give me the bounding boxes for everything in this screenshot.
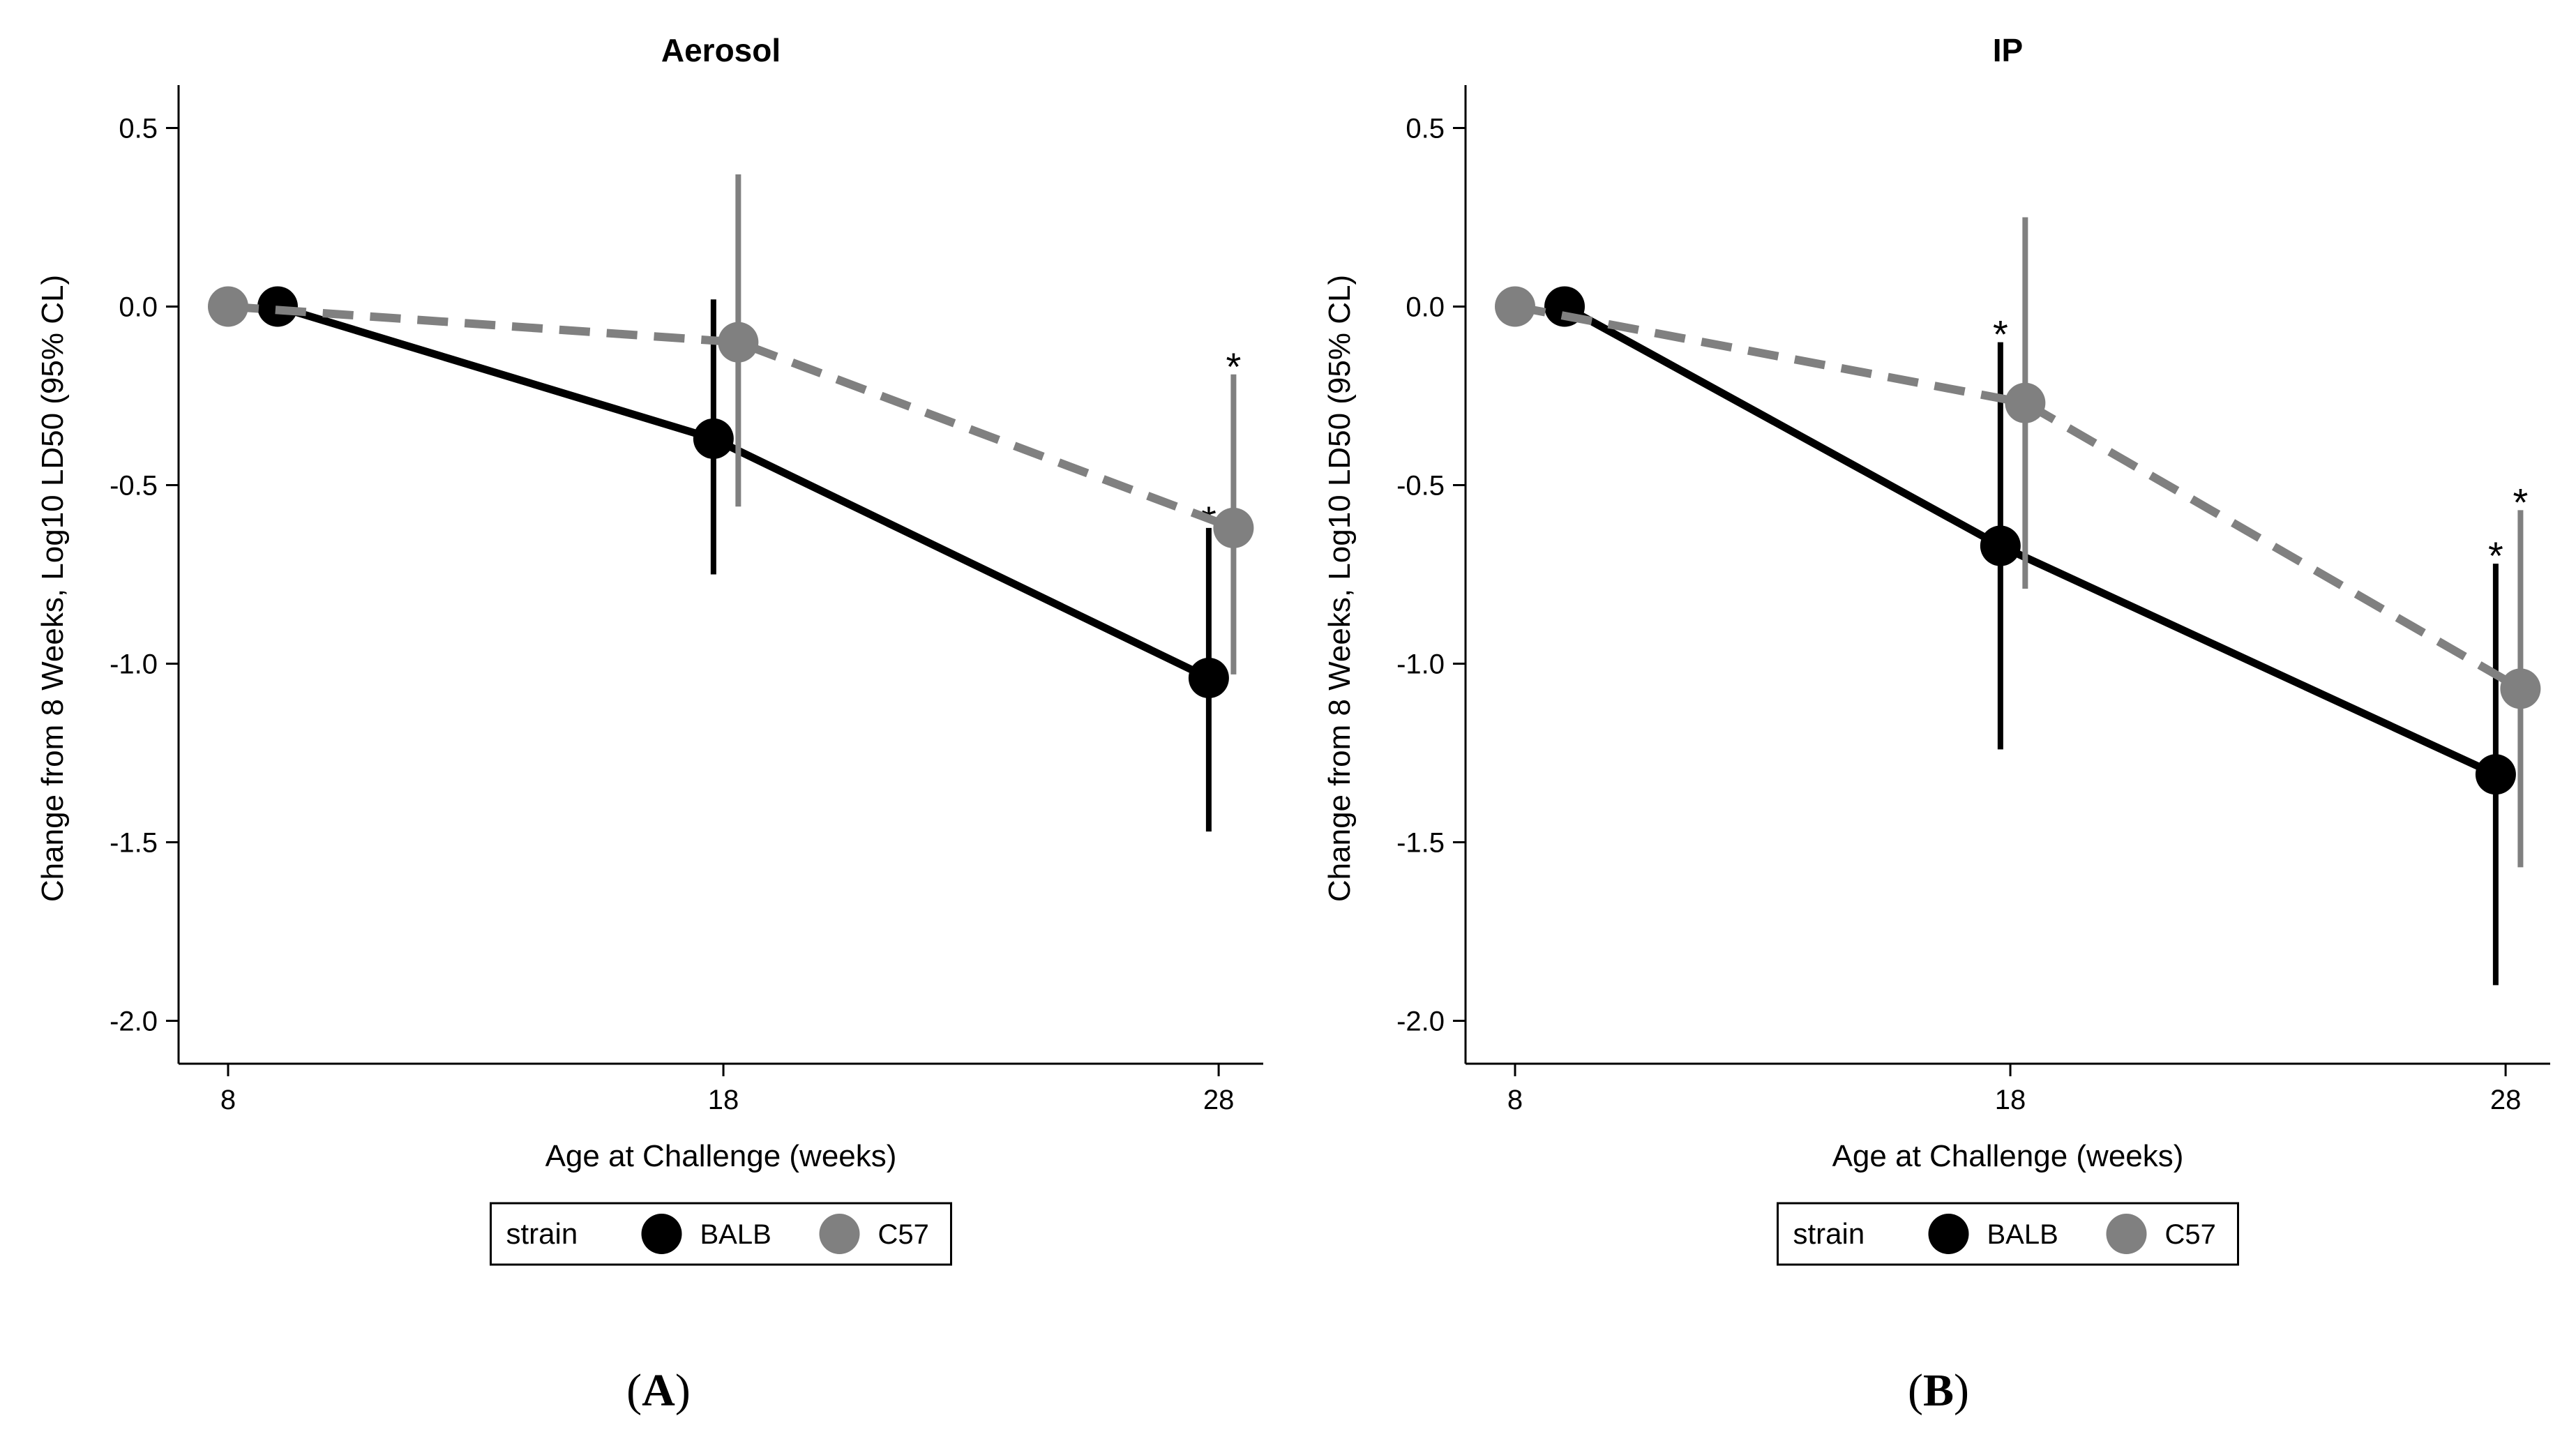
series-c57: * xyxy=(208,174,1254,674)
x-axis-label: Age at Challenge (weeks) xyxy=(1832,1139,2184,1173)
y-tick-label: -2.0 xyxy=(1396,1007,1445,1037)
data-point-balb xyxy=(1188,657,1229,698)
legend-marker-balb xyxy=(641,1214,682,1254)
y-tick-label: -2.0 xyxy=(110,1007,158,1037)
chart-title: Aerosol xyxy=(661,32,781,68)
data-point-c57 xyxy=(1213,507,1254,548)
data-point-c57 xyxy=(718,322,759,363)
legend-title: strain xyxy=(1793,1217,1865,1250)
data-point-c57 xyxy=(208,286,249,327)
legend-marker-c57 xyxy=(2106,1214,2147,1254)
chart-title: IP xyxy=(1993,32,2023,68)
y-tick-label: -1.0 xyxy=(1396,649,1445,680)
y-tick-label: 0.5 xyxy=(119,113,158,144)
legend-label-c57: C57 xyxy=(2165,1219,2216,1250)
y-tick-label: -0.5 xyxy=(1396,470,1445,501)
data-point-balb xyxy=(693,418,734,459)
y-tick-label: -1.5 xyxy=(110,828,158,859)
x-tick-label: 18 xyxy=(708,1085,739,1115)
legend-label-balb: BALB xyxy=(700,1219,771,1250)
y-tick-label: -0.5 xyxy=(110,470,158,501)
series-balb: * xyxy=(257,286,1229,832)
significance-asterisk: * xyxy=(1993,312,2008,356)
series-line-balb xyxy=(276,303,1211,681)
y-tick-label: 0.0 xyxy=(1406,292,1445,322)
x-axis-label: Age at Challenge (weeks) xyxy=(545,1139,897,1173)
y-axis-label: Change from 8 Weeks, Log10 LD50 (95% CL) xyxy=(1323,275,1357,902)
y-tick-label: 0.0 xyxy=(119,292,158,322)
legend-marker-c57 xyxy=(819,1214,860,1254)
data-point-balb xyxy=(1980,525,2021,566)
legend-title: strain xyxy=(506,1217,578,1250)
significance-asterisk: * xyxy=(2513,480,2528,524)
legend-marker-balb xyxy=(1928,1214,1969,1254)
y-tick-label: -1.5 xyxy=(1396,828,1445,859)
significance-asterisk: * xyxy=(2488,534,2503,578)
x-tick-label: 28 xyxy=(2490,1085,2522,1115)
legend-label-c57: C57 xyxy=(878,1219,929,1250)
significance-asterisk: * xyxy=(1226,345,1241,389)
series-c57: * xyxy=(1495,217,2541,868)
x-tick-label: 18 xyxy=(1995,1085,2026,1115)
x-tick-label: 8 xyxy=(220,1085,236,1115)
series-line-c57 xyxy=(227,302,1235,532)
panel-label: (B) xyxy=(1908,1365,1969,1416)
legend: strain BALB C57 xyxy=(490,1202,952,1266)
x-tick-label: 28 xyxy=(1203,1085,1235,1115)
legend: strain BALB C57 xyxy=(1777,1202,2239,1266)
legend-label-balb: BALB xyxy=(1987,1219,2058,1250)
x-tick-label: 8 xyxy=(1507,1085,1523,1115)
y-tick-label: 0.5 xyxy=(1406,113,1445,144)
y-tick-label: -1.0 xyxy=(110,649,158,680)
data-point-balb xyxy=(2475,754,2516,795)
data-point-c57 xyxy=(1495,286,1536,327)
legend-box xyxy=(1777,1202,2239,1266)
panel-ip: IP 0.5 0.0 -0.5 -1.0 -1.5 -2.0 8 18 28 Age at Chal… xyxy=(1323,32,2550,1416)
panel-label: (A) xyxy=(626,1365,691,1416)
y-axis-label: Change from 8 Weeks, Log10 LD50 (95% CL) xyxy=(36,275,70,902)
panel-aerosol: Aerosol 0.5 0.0 -0.5 -1.0 -1.5 -2.0 8 18 28 Age at… xyxy=(36,32,1263,1416)
legend-box xyxy=(490,1202,952,1266)
data-point-c57 xyxy=(2500,668,2541,709)
data-point-c57 xyxy=(2005,382,2046,423)
series-line-balb xyxy=(1562,303,2498,778)
